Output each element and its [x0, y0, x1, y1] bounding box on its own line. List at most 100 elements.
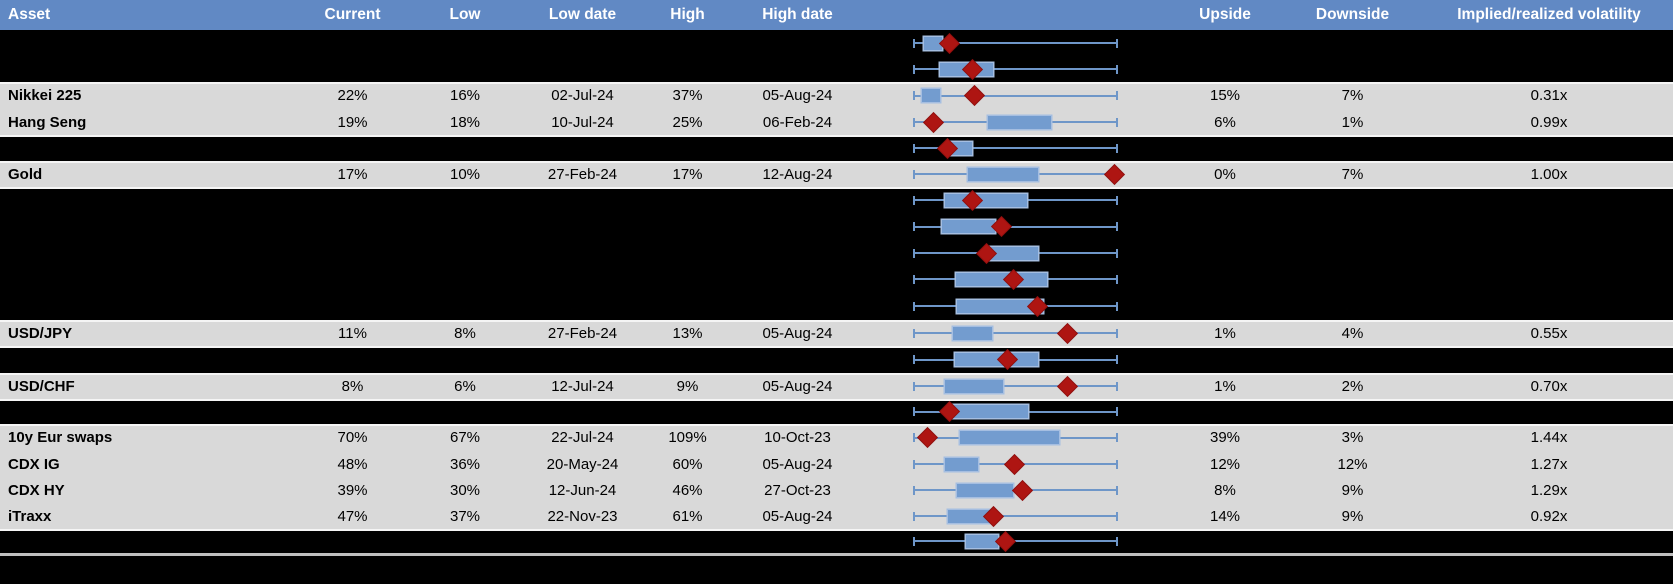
cell-current: 48% — [337, 455, 368, 473]
cell-low-date: 10-Jul-24 — [551, 113, 614, 131]
whisker-cap-right-icon — [1116, 222, 1118, 231]
cell-boxplot — [860, 320, 1170, 346]
iqr-box — [944, 457, 978, 471]
boxplot — [913, 30, 1118, 56]
table-row: USD/JPY 11% 8% 27-Feb-24 13% 05-Aug-24 1… — [0, 320, 1673, 346]
cell-low: 6% — [454, 377, 476, 395]
cell-downside: 4% — [1341, 324, 1364, 342]
cell-boxplot — [860, 266, 1170, 292]
boxplot — [913, 451, 1118, 477]
boxplot — [913, 266, 1118, 292]
cell-high: 9% — [676, 377, 699, 395]
cell-iv-rv: 1.29x — [1530, 481, 1568, 499]
cell-low-date: 27-Feb-24 — [547, 324, 618, 342]
cell-iv-rv: 0.31x — [1530, 87, 1568, 104]
iqr-box — [957, 299, 1043, 313]
cell-current: 70% — [337, 429, 368, 446]
cell-low-date: 27-Feb-24 — [547, 165, 618, 183]
whisker-cap-right-icon — [1116, 91, 1118, 100]
separator-line — [0, 553, 1673, 556]
whisker-cap-left-icon — [913, 143, 915, 153]
boxplot — [913, 135, 1118, 161]
cell-low: 8% — [454, 324, 476, 342]
table-row: Gold 17% 10% 27-Feb-24 17% 12-Aug-24 0% … — [0, 161, 1673, 187]
cell-high: 37% — [672, 87, 703, 104]
cell-iv-rv: 0.92x — [1530, 507, 1568, 525]
cell-high-date: 27-Oct-23 — [764, 481, 831, 499]
table-row — [0, 213, 1673, 240]
current-marker-diamond-icon — [1004, 454, 1024, 474]
whisker-cap-left-icon — [913, 459, 915, 469]
cell-downside: 7% — [1341, 87, 1364, 104]
cell-low: 16% — [449, 87, 481, 104]
iqr-box — [948, 509, 994, 523]
current-marker-diamond-icon — [1058, 376, 1078, 396]
whisker-line — [913, 225, 1118, 228]
cell-upside: 12% — [1209, 455, 1241, 473]
cell-boxplot — [860, 240, 1170, 266]
cell-high: 61% — [672, 507, 703, 525]
cell-upside: 0% — [1214, 165, 1236, 183]
cell-downside: 1% — [1341, 113, 1364, 131]
cell-boxplot — [860, 109, 1170, 135]
whisker-cap-left-icon — [913, 407, 915, 416]
whisker-line — [913, 385, 1118, 387]
iqr-box — [922, 89, 941, 102]
cell-downside: 3% — [1341, 429, 1364, 446]
cell-low-date: 20-May-24 — [546, 455, 619, 473]
cell-current: 19% — [337, 113, 368, 131]
table-row — [0, 529, 1673, 553]
current-marker-diamond-icon — [918, 428, 938, 447]
whisker-cap-right-icon — [1116, 301, 1118, 311]
table-row: 10y Eur swaps 70% 67% 22-Jul-24 109% 10-… — [0, 424, 1673, 451]
cell-boxplot — [860, 529, 1170, 553]
cell-iv-rv: 0.55x — [1530, 324, 1568, 342]
whisker-cap-left-icon — [913, 485, 915, 495]
cell-low-date: 12-Jul-24 — [551, 377, 614, 395]
table-row — [0, 240, 1673, 266]
cell-asset: Hang Seng — [8, 113, 87, 131]
footer-black-band — [0, 556, 1673, 584]
iqr-box — [957, 483, 1014, 497]
cell-low: 67% — [449, 429, 481, 446]
header-boxplot-spacer — [860, 0, 1170, 30]
current-marker-diamond-icon — [1105, 164, 1125, 184]
cell-iv-rv: 1.44x — [1530, 429, 1568, 446]
boxplot — [913, 82, 1118, 109]
whisker-line — [913, 540, 1118, 542]
cell-low-date: 12-Jun-24 — [548, 481, 617, 499]
iqr-box — [989, 246, 1039, 260]
cell-downside: 9% — [1341, 481, 1364, 499]
cell-boxplot — [860, 30, 1170, 56]
cell-asset: USD/CHF — [8, 377, 75, 395]
whisker-cap-right-icon — [1116, 536, 1118, 546]
whisker-cap-left-icon — [913, 274, 915, 284]
boxplot — [913, 503, 1118, 529]
current-marker-diamond-icon — [1012, 480, 1032, 500]
cell-downside: 12% — [1337, 455, 1368, 473]
whisker-cap-right-icon — [1116, 64, 1118, 74]
table-row: CDX IG 48% 36% 20-May-24 60% 05-Aug-24 1… — [0, 451, 1673, 477]
whisker-cap-right-icon — [1116, 143, 1118, 153]
table-header-row: Asset Current Low Low date High High dat… — [0, 0, 1673, 30]
cell-boxplot — [860, 135, 1170, 161]
cell-upside: 15% — [1209, 87, 1241, 104]
cell-downside: 9% — [1341, 507, 1364, 525]
boxplot — [913, 424, 1118, 451]
cell-boxplot — [860, 451, 1170, 477]
boxplot — [913, 399, 1118, 424]
cell-upside: 1% — [1214, 377, 1236, 395]
current-marker-diamond-icon — [992, 217, 1012, 236]
cell-asset: 10y Eur swaps — [8, 429, 113, 446]
cell-low: 18% — [449, 113, 481, 131]
cell-boxplot — [860, 187, 1170, 213]
cell-upside: 6% — [1214, 113, 1236, 131]
table-row — [0, 30, 1673, 56]
current-marker-diamond-icon — [939, 33, 959, 53]
cell-high: 17% — [672, 165, 703, 183]
cell-boxplot — [860, 399, 1170, 424]
boxplot — [913, 477, 1118, 503]
cell-high-date: 05-Aug-24 — [762, 324, 833, 342]
whisker-line — [913, 332, 1118, 334]
